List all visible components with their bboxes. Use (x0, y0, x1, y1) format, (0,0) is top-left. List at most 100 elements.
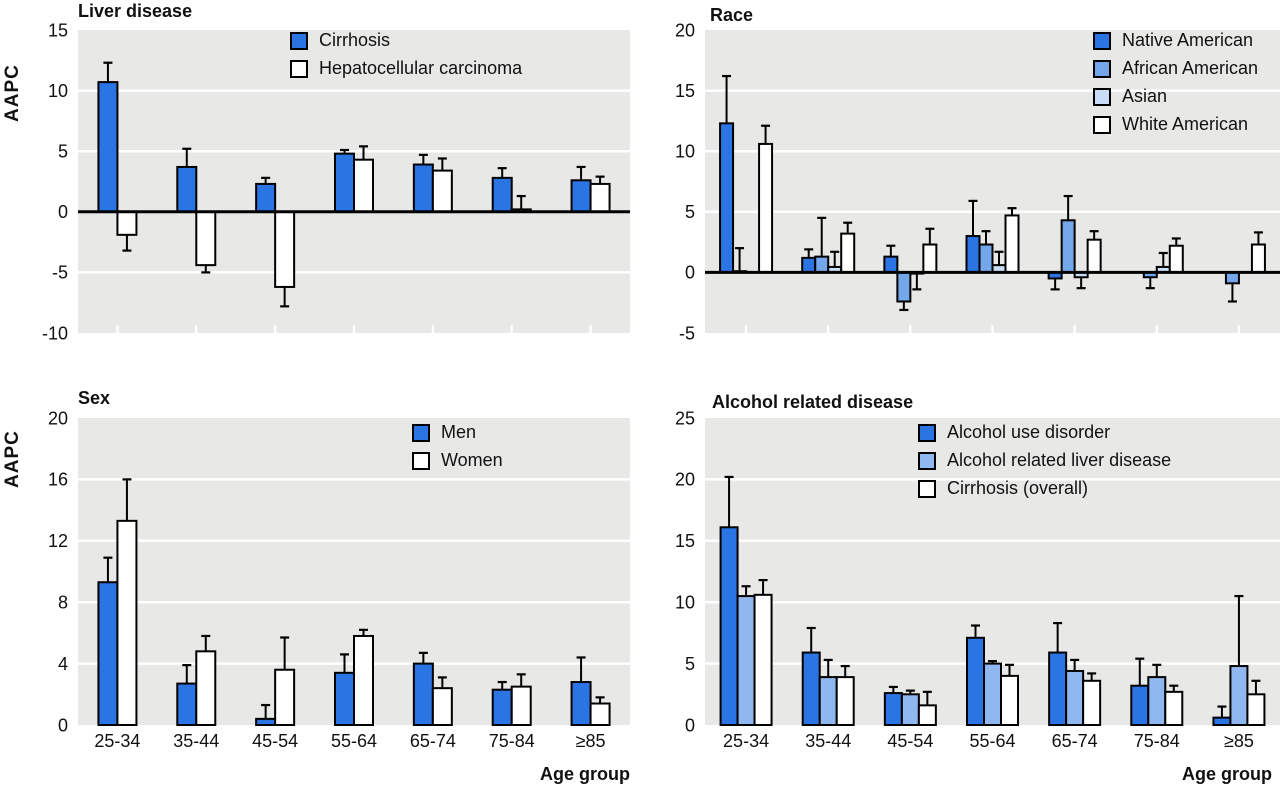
bar (719, 122, 735, 274)
x-axis-label-right: Age group (1182, 764, 1272, 784)
x-tick-label: 55-64 (969, 731, 1015, 751)
bar (116, 519, 138, 726)
bar (274, 668, 296, 726)
y-tick-label: 15 (675, 81, 695, 101)
y-tick-label: 10 (48, 81, 68, 101)
legend-swatch (1093, 31, 1111, 50)
legend-label: Cirrhosis (overall) (947, 478, 1089, 498)
y-tick-label: 10 (675, 593, 695, 613)
legend-item: Cirrhosis (290, 30, 522, 51)
legend-item: Cirrhosis (overall) (918, 478, 1171, 499)
legend-label: Cirrhosis (319, 30, 391, 50)
panel-title-race: Race (710, 5, 754, 25)
bar (510, 685, 532, 726)
bar (719, 526, 739, 726)
bar (900, 693, 920, 726)
bar (801, 651, 821, 726)
bar (353, 158, 374, 213)
panel-title-alcohol-related-disease: Alcohol related disease (712, 392, 914, 412)
y-tick-label: -10 (42, 323, 68, 343)
x-axis-label-left: Age group (540, 764, 630, 784)
legend-sex: Men Women (412, 422, 503, 478)
bar (1048, 651, 1068, 726)
bar (412, 662, 434, 726)
legend-swatch (1093, 59, 1111, 78)
bar (116, 210, 138, 236)
bar (1250, 243, 1266, 274)
y-tick-label: 0 (58, 715, 68, 735)
bar (736, 595, 756, 726)
legend-swatch (290, 59, 308, 78)
x-tick (274, 325, 277, 333)
bar (1212, 716, 1232, 727)
bar (1082, 679, 1102, 726)
x-tick-label: ≥85 (1224, 731, 1254, 751)
x-tick (827, 325, 830, 333)
legend-swatch (918, 423, 936, 442)
bar (255, 182, 277, 213)
bar (965, 235, 981, 274)
bar (589, 182, 611, 213)
y-tick-label: 15 (48, 20, 68, 40)
panel-title-sex: Sex (78, 388, 111, 408)
x-tick (909, 325, 912, 333)
y-tick-label: 15 (675, 531, 695, 551)
y-tick-label: 10 (675, 142, 695, 162)
bar (195, 650, 217, 727)
bar (753, 593, 773, 726)
bar (334, 671, 355, 726)
x-tick (1155, 325, 1158, 333)
legend-label: Men (441, 422, 477, 442)
x-tick (589, 325, 592, 333)
bar (1065, 669, 1085, 727)
x-tick (116, 325, 119, 333)
bar (431, 687, 453, 726)
y-axis-label-top: AAPC (2, 64, 23, 122)
x-tick-label: ≥85 (576, 731, 606, 751)
x-tick-label: 75-84 (489, 731, 535, 751)
bar (966, 636, 985, 727)
legend-item: Native American (1093, 30, 1258, 51)
bar (491, 176, 513, 213)
y-axis-label-bottom: AAPC (2, 430, 23, 488)
legend-label: Alcohol related liver disease (947, 450, 1172, 470)
y-tick-label: 5 (685, 202, 695, 222)
plot-area (705, 30, 1280, 333)
bar (835, 676, 855, 726)
bar (1060, 219, 1076, 274)
x-tick-label: 45-54 (252, 731, 298, 751)
y-tick-label: 0 (58, 202, 68, 222)
legend-swatch (1093, 115, 1111, 134)
x-tick-label: 65-74 (1052, 731, 1098, 751)
legend-label: White American (1122, 114, 1249, 134)
bar (922, 243, 938, 274)
legend-label: African American (1122, 58, 1259, 78)
bar (1224, 271, 1240, 285)
legend-item: White American (1093, 114, 1258, 135)
y-tick-label: 20 (675, 20, 695, 40)
y-tick-label: 0 (685, 715, 695, 735)
x-tick (1237, 325, 1241, 333)
legend-item: African American (1093, 58, 1258, 79)
bar (1246, 693, 1266, 726)
y-tick-label: 0 (685, 263, 695, 283)
bar (978, 243, 994, 274)
x-tick-label: 25-34 (94, 731, 140, 751)
y-tick-label: -5 (679, 323, 695, 343)
legend-item: Men (412, 422, 503, 443)
legend-swatch (1093, 87, 1111, 106)
y-tick-label: 5 (685, 654, 695, 674)
bar (883, 255, 899, 274)
x-tick (195, 325, 198, 333)
y-tick-label: 12 (48, 531, 68, 551)
x-tick (744, 325, 748, 333)
bar (818, 676, 838, 726)
bar (255, 717, 277, 726)
x-tick-label: 35-44 (805, 731, 851, 751)
bar (274, 210, 296, 288)
legend-race: Native American African American Asian Whit… (1093, 30, 1258, 142)
bar (917, 704, 937, 726)
bar (801, 256, 817, 274)
